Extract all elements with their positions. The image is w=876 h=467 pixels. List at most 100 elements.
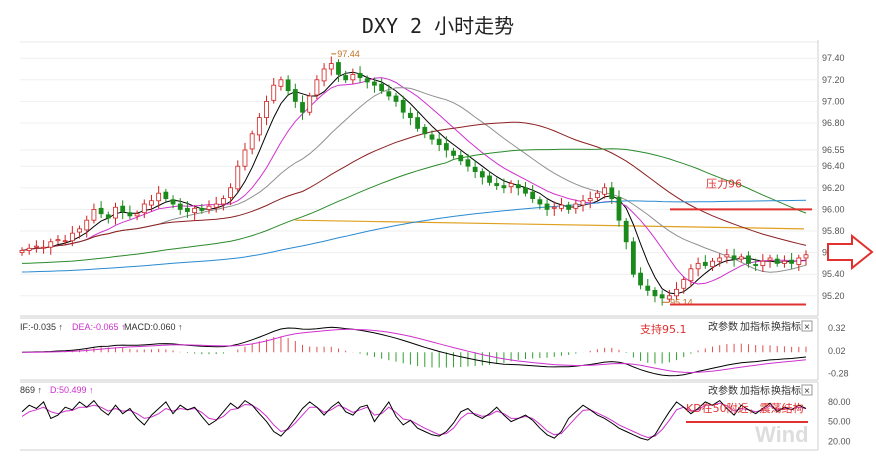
candle-body [206,205,212,210]
candle-body [19,250,25,254]
price-y-tick: 96.55 [822,145,845,155]
candle-body [41,246,46,249]
candle-body [199,207,205,211]
candle-body [609,187,615,200]
close-panel-button[interactable] [801,384,813,396]
candle-body [422,126,428,135]
candle-body [731,255,737,260]
candle-body [595,192,600,198]
add-indicator-button[interactable]: 加指标 [740,320,770,333]
switch-indicator-button[interactable]: 换指标 [771,320,801,333]
candle-body [472,166,478,172]
candle-body [307,95,313,113]
candle-body [55,239,61,242]
price-y-tick: 96.20 [822,183,845,193]
candle-body [256,117,262,136]
moving-average-line [21,148,807,264]
candle-body [84,219,90,231]
candle-body [113,206,118,219]
price-y-tick: 95.40 [822,269,845,279]
candle-body [659,294,665,299]
candle-body [120,205,126,212]
candle-body [372,81,377,86]
price-y-tick: 96.40 [822,161,845,171]
candle-body [300,102,305,113]
candle-body [702,261,708,266]
candle-body [105,214,111,219]
candle-body [738,256,744,260]
candle-body [544,203,550,210]
kd-y-tick: 80.00 [828,397,851,407]
candle-body [623,220,629,243]
candle-body [364,78,370,83]
candle-body [350,74,356,81]
candle-body [465,159,471,167]
candle-body [292,89,298,102]
candle-body [602,187,608,195]
add-indicator-button[interactable]: 加指标 [740,384,770,397]
candle-body [429,134,435,140]
candle-body [156,192,162,202]
candle-body [774,258,780,264]
candle-body [724,254,730,258]
macd-y-tick: 0.02 [828,346,846,356]
candle-body [220,198,226,205]
candle-body [573,203,579,209]
watermark: Wind [755,422,809,447]
candle-body [587,198,593,202]
kd-k-line [21,399,807,441]
candle-body [782,260,787,264]
kd-header-value: 869 ↑ [20,385,42,395]
candle-body [69,232,75,242]
candle-body [767,257,773,261]
change-params-button[interactable]: 改参数 [708,320,738,333]
macd-panel: IF:-0.035 ↑ DEA:-0.065 ↑MACD:0.060 ↑ 0.32… [20,317,849,381]
candle-body [228,187,233,198]
candle-body [393,95,399,102]
candle-body [249,133,255,150]
candle-body [285,79,291,92]
macd-dif-line [21,326,807,377]
candle-body [710,260,715,268]
close-icon: × [804,322,810,333]
candle-body [408,112,413,118]
candle-body [415,117,420,129]
moving-average-line [21,71,807,295]
candle-body [379,83,385,92]
macd-y-tick: 0.32 [828,323,846,333]
candle-body [386,91,392,97]
macd-dea-line [21,328,807,374]
candle-body [271,84,277,101]
change-params-button[interactable]: 改参数 [708,384,738,397]
candle-body [479,171,485,178]
price-panel: 97.40 97.20 97.00 96.80 96.55 96.40 96.20 96.00… [19,40,874,336]
candle-body [616,197,622,221]
high-label: 97.44 [337,49,360,59]
close-panel-button[interactable] [801,320,813,332]
candle-body [98,207,104,215]
candle-body [796,257,802,265]
price-y-tick: 97.20 [822,75,845,85]
candle-body [451,150,456,156]
kd-d-line [21,402,807,439]
candle-body [760,260,766,266]
candle-body [357,72,363,79]
candle-body [666,295,672,300]
candle-body [235,165,241,190]
moving-average-line [21,199,807,273]
candle-body [213,203,219,208]
candle-body [487,175,492,183]
resistance-label: 压力96 [706,177,742,190]
price-y-tick: 97.40 [822,53,845,63]
candle-body [652,289,658,297]
switch-indicator-button[interactable]: 换指标 [771,384,801,397]
candle-body [746,255,751,264]
candle-body [551,206,557,209]
trend-arrow-icon [827,233,874,271]
candle-body [328,63,334,70]
close-icon: × [804,386,810,397]
kd-y-tick: 20.00 [828,436,851,446]
flat-average-line [295,219,805,230]
candle-body [674,288,679,297]
